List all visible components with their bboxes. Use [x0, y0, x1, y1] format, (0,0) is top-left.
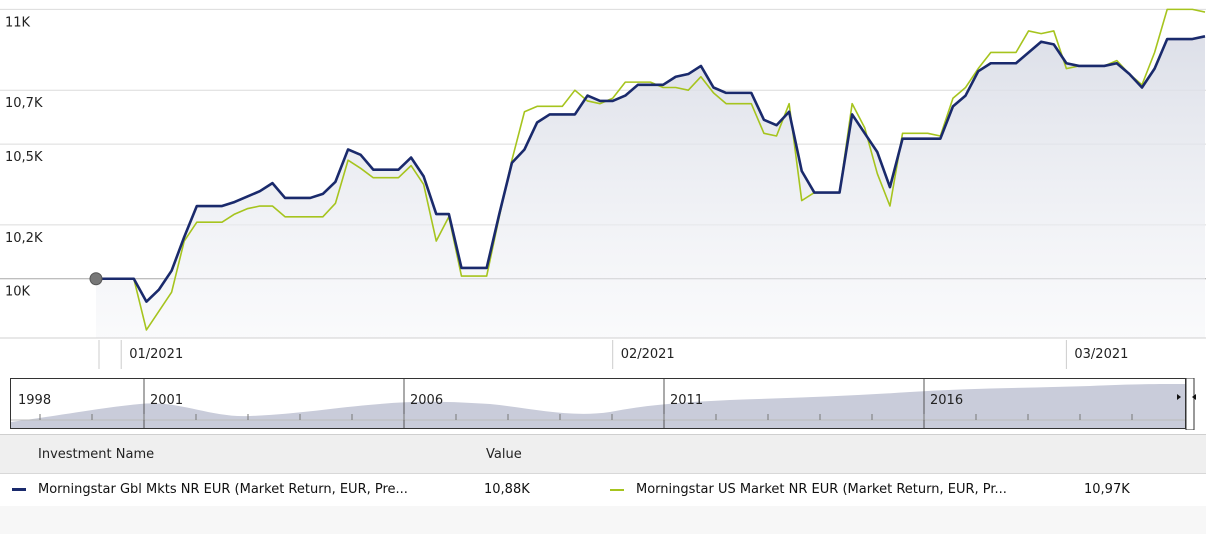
navigator-year-label: 1998 — [18, 393, 51, 408]
navigator-year-label: 2001 — [150, 393, 183, 408]
x-tick-label: 02/2021 — [621, 347, 675, 362]
x-tick-label: 01/2021 — [129, 347, 183, 362]
start-marker — [89, 272, 103, 286]
col-value[interactable]: Value — [486, 447, 522, 462]
y-tick-label: 10,5K — [5, 150, 43, 165]
series-lines — [96, 8, 1206, 331]
range-navigator[interactable]: 1998 2001 2006 2011 2016 — [10, 378, 1196, 430]
area-fill — [96, 36, 1205, 339]
y-tick-label: 10,2K — [5, 231, 43, 246]
play-triangle-icon[interactable] — [1177, 394, 1181, 400]
navigator-preview — [11, 384, 1185, 428]
navigator-labels: 1998 2001 2006 2011 2016 — [18, 393, 963, 408]
col-investment-name[interactable]: Investment Name — [38, 447, 155, 462]
navigator-year-label: 2016 — [930, 393, 963, 408]
y-axis-labels: 11K 10,7K 10,5K 10,2K 10K — [5, 15, 43, 299]
navigator-handle[interactable] — [1185, 378, 1195, 430]
y-tick-label: 10,7K — [5, 96, 43, 111]
left-arrow-icon[interactable] — [1192, 394, 1196, 400]
table-row[interactable]: Morningstar Gbl Mkts NR EUR (Market Retu… — [0, 474, 1206, 506]
navigator-dividers — [39, 379, 1133, 428]
navigator-year-label: 2011 — [670, 393, 703, 408]
table-header: Investment Name Value — [0, 435, 1206, 474]
row-value-us: 10,97K — [1084, 482, 1130, 497]
x-axis-labels: 01/2021 02/2021 03/2021 — [98, 340, 1128, 369]
x-tick-label: 03/2021 — [1074, 347, 1128, 362]
navigator-year-label: 2006 — [410, 393, 443, 408]
y-tick-label: 10K — [5, 285, 31, 300]
legend-table: Investment Name Value Morningstar Gbl Mk… — [0, 434, 1206, 534]
row-name-us: Morningstar US Market NR EUR (Market Ret… — [636, 482, 1007, 497]
series-swatch-us — [610, 489, 624, 491]
row-name-gbl: Morningstar Gbl Mkts NR EUR (Market Retu… — [38, 482, 408, 497]
main-chart: 11K 10,7K 10,5K 10,2K 10K 01/2021 02/2021 03/2… — [0, 8, 1206, 369]
row-value-gbl: 10,88K — [484, 482, 530, 497]
series-line-gbl — [96, 35, 1206, 303]
series-line-us — [96, 8, 1206, 331]
series-swatch-gbl — [12, 488, 26, 491]
y-tick-label: 11K — [5, 15, 31, 30]
